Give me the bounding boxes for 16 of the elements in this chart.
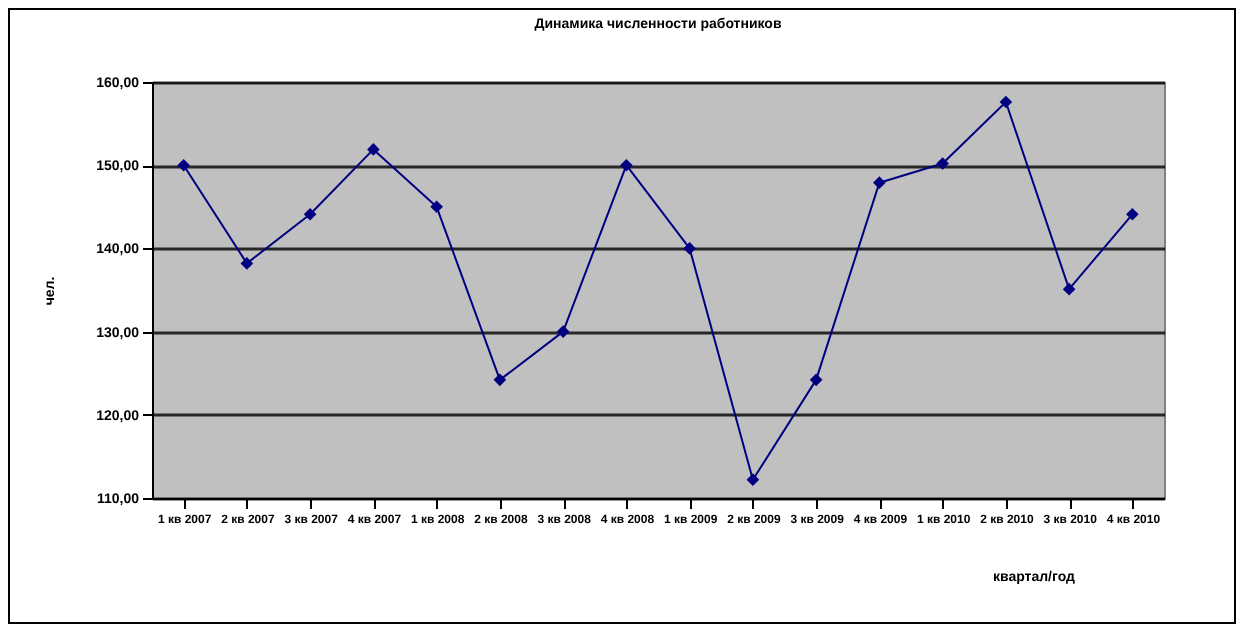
point — [746, 473, 760, 487]
point — [367, 143, 380, 156]
point — [430, 200, 443, 214]
point — [1062, 282, 1076, 296]
point — [620, 158, 633, 172]
point — [240, 257, 254, 270]
point — [493, 373, 507, 387]
point — [936, 157, 949, 170]
point — [1126, 207, 1139, 221]
point — [809, 373, 823, 387]
point — [177, 158, 190, 172]
point — [999, 95, 1013, 109]
point — [873, 176, 886, 189]
point — [556, 325, 570, 338]
point — [683, 242, 696, 255]
point — [303, 207, 317, 221]
